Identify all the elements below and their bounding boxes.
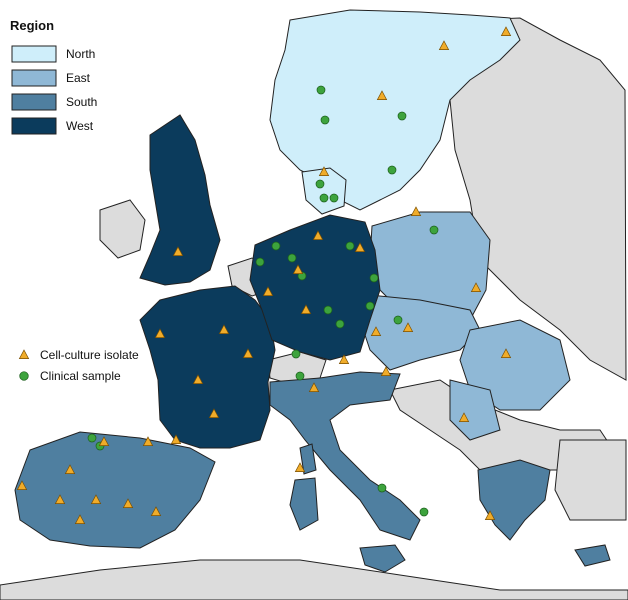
legend-item-south: South: [11, 93, 97, 111]
marker-clinical: [315, 179, 325, 189]
legend-item-east: East: [11, 69, 91, 87]
marker-clinical: [323, 305, 333, 315]
other-land: [0, 17, 628, 600]
marker-clinical: [255, 257, 265, 267]
marker-clinical: [295, 371, 305, 381]
svg-text:Clinical sample: Clinical sample: [40, 369, 121, 383]
marker-clinical: [397, 111, 407, 121]
marker-clinical: [345, 241, 355, 251]
marker-clinical: [365, 301, 375, 311]
legend-marker-circle: Clinical sample: [19, 369, 121, 383]
region-north: [269, 9, 521, 215]
marker-clinical: [316, 85, 326, 95]
marker-clinical: [387, 165, 397, 175]
svg-text:North: North: [66, 47, 95, 61]
legend-item-north: North: [11, 45, 95, 63]
marker-clinical: [369, 273, 379, 283]
legend-marker-triangle: Cell-culture isolate: [18, 348, 139, 362]
marker-clinical: [319, 193, 329, 203]
svg-text:Cell-culture isolate: Cell-culture isolate: [40, 348, 139, 362]
marker-clinical: [329, 193, 339, 203]
region-south: [14, 371, 611, 573]
marker-clinical: [335, 319, 345, 329]
marker-clinical: [393, 315, 403, 325]
legend-item-west: West: [11, 117, 94, 135]
marker-clinical: [291, 349, 301, 359]
svg-text:East: East: [66, 71, 91, 85]
marker-clinical: [419, 507, 429, 517]
marker-clinical: [377, 483, 387, 493]
marker-clinical: [429, 225, 439, 235]
marker-clinical: [287, 253, 297, 263]
region-east: [359, 211, 571, 441]
marker-clinical-group: [87, 85, 439, 517]
svg-text:West: West: [66, 119, 94, 133]
region-west: [139, 114, 381, 449]
legend-title: Region: [10, 18, 54, 33]
marker-clinical: [87, 433, 97, 443]
marker-clinical: [320, 115, 330, 125]
svg-text:South: South: [66, 95, 97, 109]
legend: Region North East South West Cell-cultur…: [10, 18, 139, 383]
marker-clinical: [271, 241, 281, 251]
